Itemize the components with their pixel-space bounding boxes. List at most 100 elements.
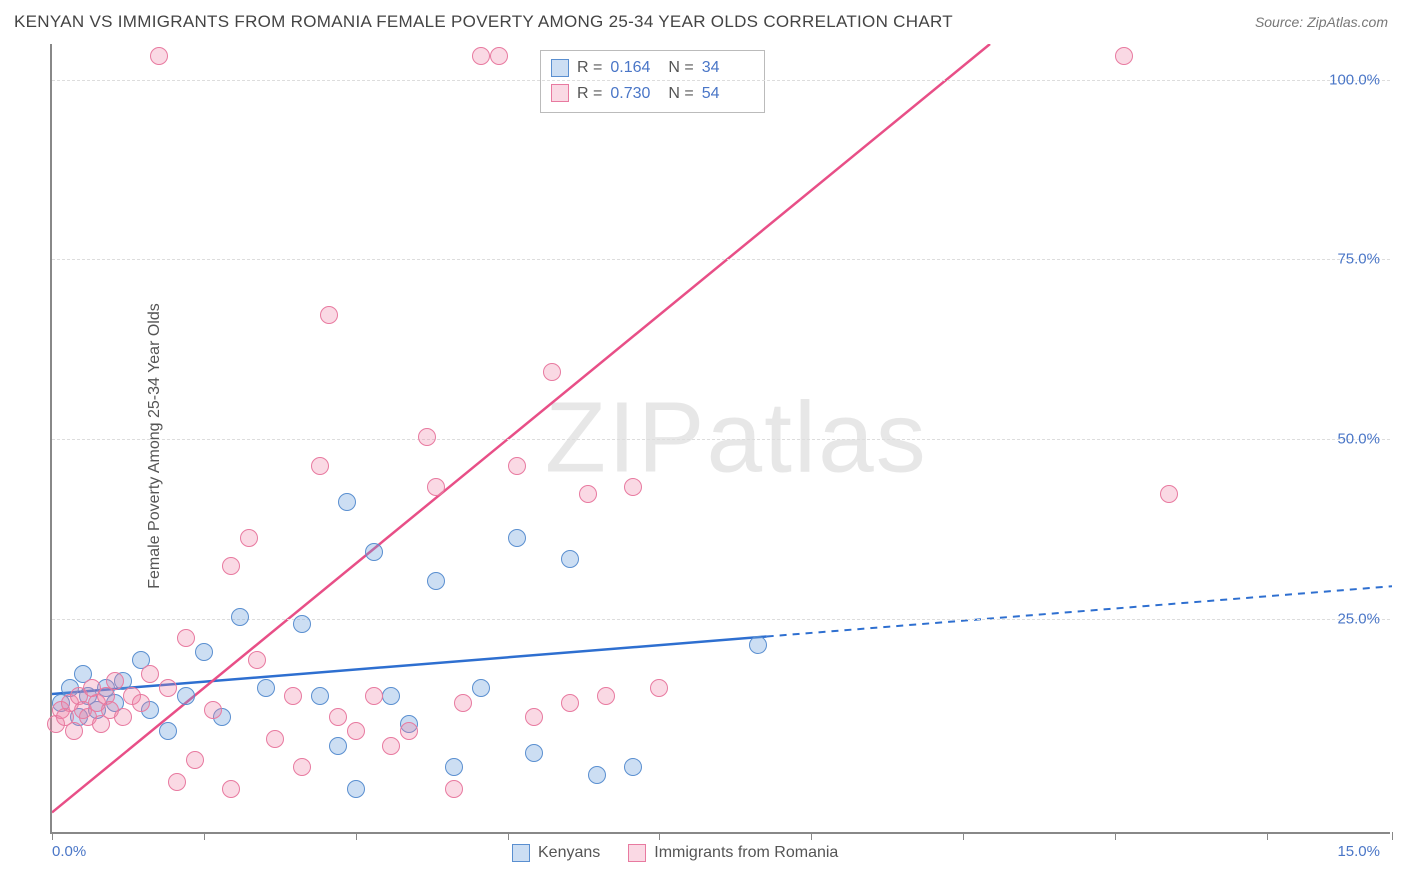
data-point	[150, 47, 168, 65]
data-point	[177, 687, 195, 705]
gridline	[52, 259, 1390, 260]
chart-header: KENYAN VS IMMIGRANTS FROM ROMANIA FEMALE…	[0, 0, 1406, 44]
data-point	[650, 679, 668, 697]
data-point	[400, 722, 418, 740]
data-point	[114, 708, 132, 726]
data-point	[382, 687, 400, 705]
data-point	[347, 722, 365, 740]
x-tick	[963, 832, 964, 840]
data-point	[508, 457, 526, 475]
data-point	[347, 780, 365, 798]
data-point	[204, 701, 222, 719]
data-point	[195, 643, 213, 661]
legend-row-kenyans: R = 0.164 N = 34	[551, 55, 752, 81]
data-point	[65, 722, 83, 740]
data-point	[159, 679, 177, 697]
data-point	[186, 751, 204, 769]
x-tick	[1392, 832, 1393, 840]
y-tick-label: 100.0%	[1329, 71, 1380, 88]
x-tick	[659, 832, 660, 840]
y-tick-label: 50.0%	[1337, 431, 1380, 448]
series-legend: Kenyans Immigrants from Romania	[512, 844, 838, 862]
data-point	[240, 529, 258, 547]
data-point	[248, 651, 266, 669]
data-point	[159, 722, 177, 740]
data-point	[257, 679, 275, 697]
data-point	[329, 737, 347, 755]
data-point	[222, 557, 240, 575]
data-point	[445, 780, 463, 798]
legend-label: Immigrants from Romania	[654, 844, 838, 862]
data-point	[624, 758, 642, 776]
x-tick	[811, 832, 812, 840]
data-point	[320, 306, 338, 324]
data-point	[588, 766, 606, 784]
data-point	[329, 708, 347, 726]
legend-swatch-blue-icon	[512, 844, 530, 862]
x-tick	[1115, 832, 1116, 840]
legend-swatch-blue	[551, 59, 569, 77]
x-tick	[508, 832, 509, 840]
data-point	[508, 529, 526, 547]
data-point	[418, 428, 436, 446]
data-point	[284, 687, 302, 705]
data-point	[132, 694, 150, 712]
legend-item-romania: Immigrants from Romania	[628, 844, 838, 862]
data-point	[311, 457, 329, 475]
data-point	[311, 687, 329, 705]
data-point	[427, 572, 445, 590]
y-tick-label: 75.0%	[1337, 251, 1380, 268]
legend-swatch-pink	[551, 84, 569, 102]
data-point	[454, 694, 472, 712]
data-point	[749, 636, 767, 654]
x-tick-label-max: 15.0%	[1337, 843, 1380, 860]
data-point	[525, 708, 543, 726]
data-point	[1115, 47, 1133, 65]
watermark: ZIPatlas	[545, 381, 928, 496]
data-point	[472, 47, 490, 65]
x-tick	[1267, 832, 1268, 840]
legend-item-kenyans: Kenyans	[512, 844, 600, 862]
chart-title: KENYAN VS IMMIGRANTS FROM ROMANIA FEMALE…	[14, 12, 953, 32]
data-point	[579, 485, 597, 503]
gridline	[52, 439, 1390, 440]
data-point	[561, 550, 579, 568]
data-point	[561, 694, 579, 712]
data-point	[168, 773, 186, 791]
x-tick	[52, 832, 53, 840]
data-point	[1160, 485, 1178, 503]
gridline	[52, 619, 1390, 620]
data-point	[106, 672, 124, 690]
data-point	[365, 543, 383, 561]
data-point	[597, 687, 615, 705]
data-point	[293, 615, 311, 633]
data-point	[382, 737, 400, 755]
data-point	[365, 687, 383, 705]
y-tick-label: 25.0%	[1337, 610, 1380, 627]
data-point	[472, 679, 490, 697]
data-point	[231, 608, 249, 626]
data-point	[490, 47, 508, 65]
x-tick	[204, 832, 205, 840]
trend-line-dashed	[767, 586, 1392, 636]
data-point	[293, 758, 311, 776]
legend-row-romania: R = 0.730 N = 54	[551, 81, 752, 107]
chart-source: Source: ZipAtlas.com	[1255, 14, 1388, 30]
data-point	[266, 730, 284, 748]
legend-swatch-pink-icon	[628, 844, 646, 862]
data-point	[445, 758, 463, 776]
plot-area: ZIPatlas R = 0.164 N = 34 R = 0.730 N = …	[50, 44, 1390, 834]
x-tick-label-min: 0.0%	[52, 843, 86, 860]
data-point	[222, 780, 240, 798]
data-point	[338, 493, 356, 511]
data-point	[525, 744, 543, 762]
data-point	[141, 665, 159, 683]
data-point	[177, 629, 195, 647]
x-tick	[356, 832, 357, 840]
correlation-legend: R = 0.164 N = 34 R = 0.730 N = 54	[540, 50, 765, 113]
data-point	[427, 478, 445, 496]
data-point	[624, 478, 642, 496]
gridline	[52, 80, 1390, 81]
legend-label: Kenyans	[538, 844, 600, 862]
data-point	[543, 363, 561, 381]
